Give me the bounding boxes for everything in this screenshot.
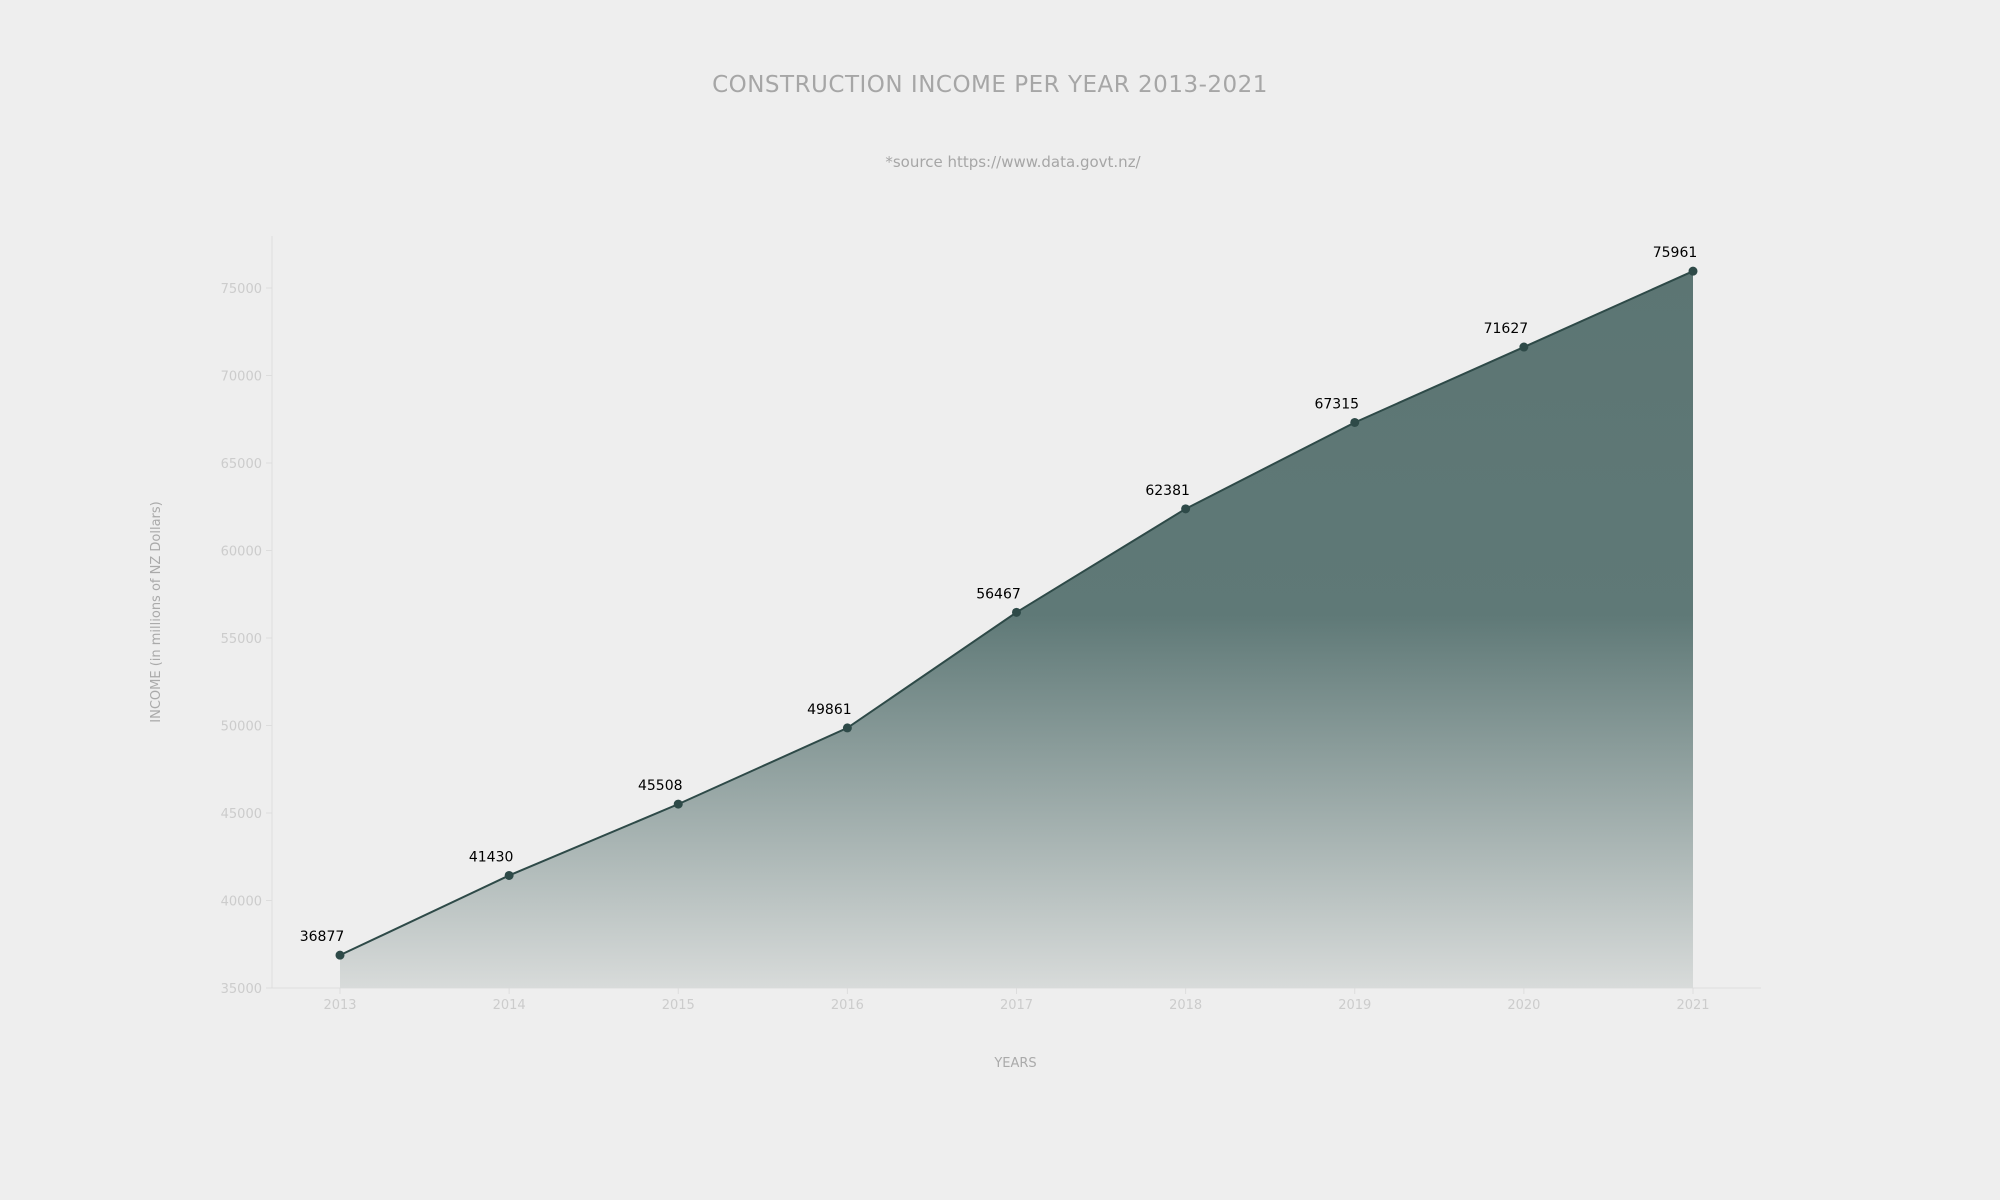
x-tick-label: 2020	[1507, 998, 1540, 1013]
data-point	[1012, 607, 1021, 617]
data-point	[1181, 504, 1191, 514]
data-label: 41430	[469, 849, 514, 865]
x-tick-label: 2016	[831, 998, 864, 1013]
data-point	[1519, 342, 1529, 352]
data-point	[842, 723, 852, 733]
x-tick-label: 2019	[1338, 998, 1371, 1013]
data-point	[335, 950, 345, 960]
data-label: 49861	[807, 702, 852, 718]
data-labels: 36877 41430 45508 49861 56467 62381 67315 71627…	[300, 245, 1698, 945]
x-tick-label: 2013	[323, 998, 356, 1013]
area-fill	[340, 271, 1693, 988]
area-series	[335, 266, 1698, 988]
y-tick-label: 40000	[221, 895, 262, 910]
y-axis: 35000 40000 45000 50000 55000 60000 65000 70000…	[221, 236, 273, 997]
x-tick-label: 2018	[1169, 998, 1202, 1013]
data-label: 56467	[976, 586, 1021, 602]
x-axis: 2013 2014 2015 2016 2017 2018 2019 2020 2021	[272, 987, 1761, 1013]
data-label: 67315	[1314, 396, 1359, 412]
x-tick-label: 2015	[662, 998, 695, 1013]
data-label: 62381	[1145, 483, 1190, 499]
y-tick-label: 60000	[221, 545, 262, 560]
x-tick-label: 2014	[493, 998, 526, 1013]
data-point	[673, 799, 683, 809]
data-label: 45508	[638, 778, 683, 794]
data-point	[1350, 417, 1360, 427]
data-label: 71627	[1484, 321, 1529, 337]
data-point	[1688, 266, 1698, 276]
y-tick-label: 65000	[221, 457, 262, 472]
data-label: 36877	[300, 929, 345, 945]
data-point	[504, 870, 514, 880]
chart-title: CONSTRUCTION INCOME PER YEAR 2013-2021	[712, 72, 1268, 98]
y-tick-label: 45000	[221, 807, 262, 822]
y-axis-title: INCOME (in millions of NZ Dollars)	[149, 501, 164, 722]
y-tick-label: 50000	[221, 720, 262, 735]
y-tick-label: 35000	[221, 982, 262, 997]
x-tick-label: 2017	[1000, 998, 1033, 1013]
x-axis-title: YEARS	[993, 1056, 1036, 1071]
chart-subtitle: *source https://www.data.govt.nz/	[885, 153, 1141, 171]
y-tick-label: 55000	[221, 632, 262, 647]
x-tick-label: 2021	[1676, 998, 1709, 1013]
y-tick-label: 70000	[221, 370, 262, 385]
y-tick-label: 75000	[221, 282, 262, 297]
data-label: 75961	[1653, 245, 1698, 261]
